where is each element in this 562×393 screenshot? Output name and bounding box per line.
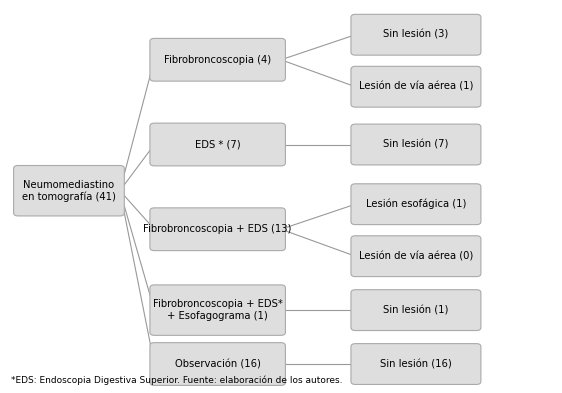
FancyBboxPatch shape bbox=[150, 123, 285, 166]
Text: Fibrobroncoscopia (4): Fibrobroncoscopia (4) bbox=[164, 55, 271, 65]
Text: Neumomediastino
en tomografía (41): Neumomediastino en tomografía (41) bbox=[22, 180, 116, 202]
Text: *EDS: Endoscopia Digestiva Superior. Fuente: elaboración de los autores.: *EDS: Endoscopia Digestiva Superior. Fue… bbox=[11, 376, 343, 385]
FancyBboxPatch shape bbox=[351, 236, 481, 277]
FancyBboxPatch shape bbox=[150, 343, 285, 386]
Text: Fibrobroncoscopia + EDS*
+ Esofagograma (1): Fibrobroncoscopia + EDS* + Esofagograma … bbox=[153, 299, 283, 321]
Text: Lesión de vía aérea (1): Lesión de vía aérea (1) bbox=[359, 82, 473, 92]
Text: EDS * (7): EDS * (7) bbox=[195, 140, 241, 149]
Text: Lesión esofágica (1): Lesión esofágica (1) bbox=[366, 199, 466, 209]
FancyBboxPatch shape bbox=[351, 184, 481, 225]
FancyBboxPatch shape bbox=[351, 290, 481, 331]
Text: Fibrobroncoscopia + EDS (13): Fibrobroncoscopia + EDS (13) bbox=[143, 224, 292, 234]
FancyBboxPatch shape bbox=[150, 285, 285, 335]
FancyBboxPatch shape bbox=[13, 165, 124, 216]
FancyBboxPatch shape bbox=[351, 66, 481, 107]
Text: Lesión de vía aérea (0): Lesión de vía aérea (0) bbox=[359, 251, 473, 261]
Text: Sin lesión (3): Sin lesión (3) bbox=[383, 30, 448, 40]
FancyBboxPatch shape bbox=[150, 208, 285, 251]
Text: Sin lesión (1): Sin lesión (1) bbox=[383, 305, 448, 315]
FancyBboxPatch shape bbox=[351, 14, 481, 55]
Text: Sin lesión (16): Sin lesión (16) bbox=[380, 359, 452, 369]
FancyBboxPatch shape bbox=[351, 343, 481, 384]
FancyBboxPatch shape bbox=[351, 124, 481, 165]
FancyBboxPatch shape bbox=[150, 39, 285, 81]
Text: Observación (16): Observación (16) bbox=[175, 359, 261, 369]
Text: Sin lesión (7): Sin lesión (7) bbox=[383, 140, 448, 149]
